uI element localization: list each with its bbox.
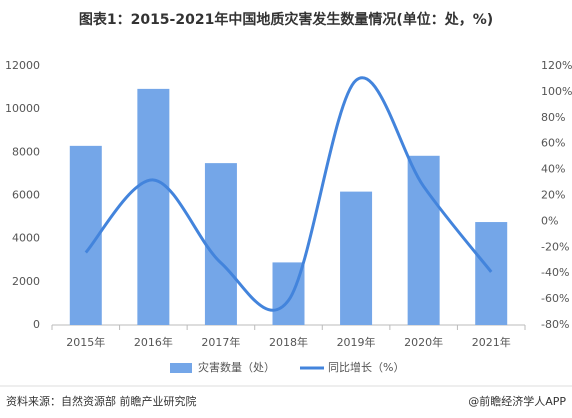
y2-tick-label: -20% — [541, 240, 569, 253]
x-tick-label: 2019年 — [337, 335, 376, 349]
bar — [137, 88, 170, 326]
y2-tick-label: 80% — [541, 111, 565, 124]
y-tick-label: 4000 — [12, 232, 40, 245]
legend-label: 灾害数量（处） — [198, 360, 275, 374]
credit: @前瞻经济学人APP — [468, 394, 566, 408]
y-tick-label: 0 — [33, 318, 40, 331]
legend-label: 同比增长（%） — [328, 360, 404, 374]
x-tick-label: 2016年 — [134, 335, 173, 349]
bar — [204, 163, 237, 325]
y2-tick-label: 100% — [541, 85, 572, 98]
bar — [475, 222, 508, 325]
y-tick-label: 10000 — [5, 102, 40, 115]
y2-tick-label: 120% — [541, 59, 572, 72]
y-tick-label: 12000 — [5, 59, 40, 72]
source: 资料来源：自然资源部 前瞻产业研究院 — [6, 394, 197, 408]
chart-title: 图表1：2015-2021年中国地质灾害发生数量情况(单位：处，%) — [79, 11, 493, 28]
bar — [407, 155, 440, 325]
y2-tick-label: 60% — [541, 137, 565, 150]
y2-tick-label: 20% — [541, 189, 565, 202]
line — [84, 76, 493, 312]
y2-tick-label: -40% — [541, 266, 569, 279]
y2-tick-label: 0% — [541, 214, 558, 227]
x-tick-label: 2018年 — [269, 335, 308, 349]
x-tick-label: 2021年 — [472, 335, 511, 349]
y2-tick-label: -60% — [541, 292, 569, 305]
x-tick-label: 2015年 — [66, 335, 105, 349]
bar — [340, 191, 373, 325]
x-tick-label: 2020年 — [404, 335, 443, 349]
y-tick-label: 2000 — [12, 275, 40, 288]
legend-swatch — [170, 363, 192, 373]
y-tick-label: 6000 — [12, 189, 40, 202]
y2-tick-label: 40% — [541, 163, 565, 176]
y2-tick-label: -80% — [541, 318, 569, 331]
x-tick-label: 2017年 — [201, 335, 240, 349]
y-tick-label: 8000 — [12, 145, 40, 158]
